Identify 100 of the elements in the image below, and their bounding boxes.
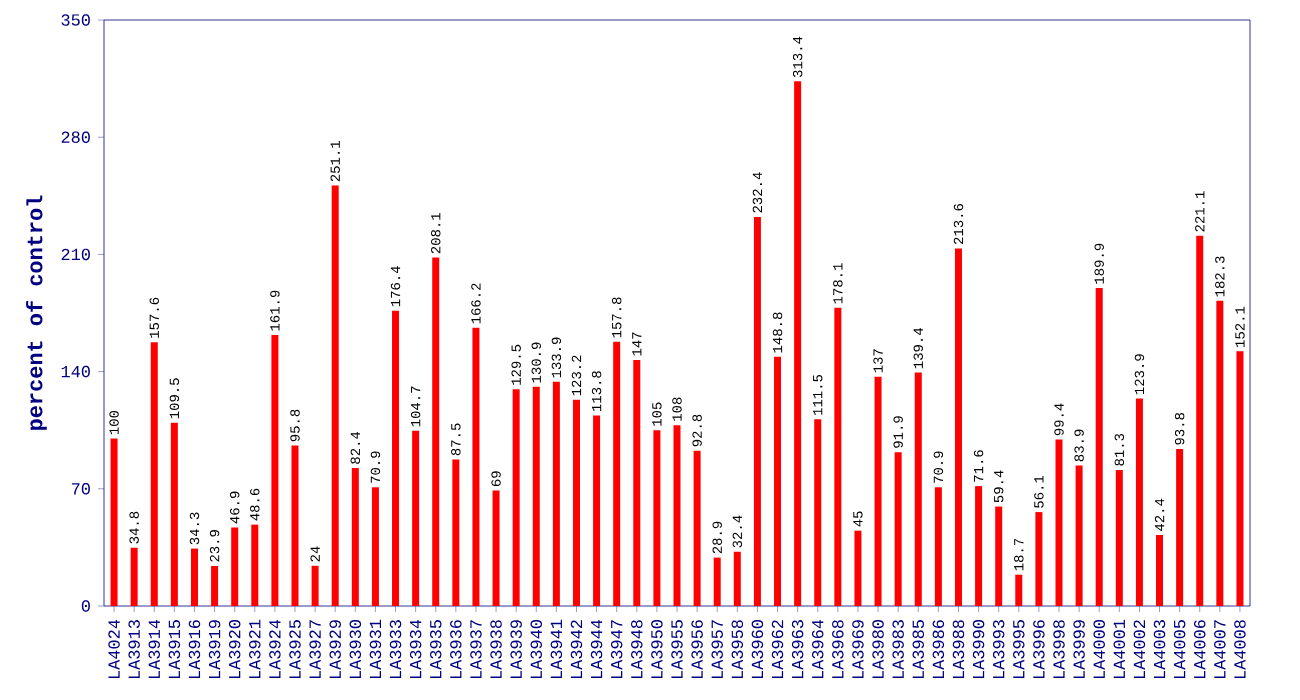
y-tick-label: 210 [61,248,90,261]
x-tick-label: LA3927 [309,620,321,679]
x-tick-label: LA3969 [852,620,864,679]
bar [975,486,983,606]
bar [753,216,761,606]
x-tick-label: LA3941 [550,619,563,679]
bar [472,327,480,606]
x-tick-label: LA3929 [329,620,341,679]
bar [211,565,219,606]
y-tick-label: 280 [61,131,90,143]
x-tick-label: LA3963 [791,620,804,679]
bar [392,310,400,606]
x-tick-label: LA3956 [691,620,703,679]
bar [532,386,540,606]
x-tick-label: LA3950 [651,620,663,679]
bar [351,468,359,606]
x-tick-label: LA4007 [1214,620,1226,679]
bar [492,490,500,606]
bar [794,81,802,606]
bar [693,450,701,606]
bar [291,445,299,606]
x-tick-label: LA3999 [1073,620,1085,679]
bar [150,342,158,606]
bar [110,438,118,606]
bar [774,356,782,606]
bar [914,372,922,606]
x-tick-label: LA3947 [610,620,623,679]
bar [653,430,661,606]
bar [613,341,621,606]
bar [1216,300,1224,606]
x-tick-label: LA3940 [530,620,542,679]
x-tick-label: LA4006 [1193,620,1206,679]
x-tick-label: LA3980 [872,620,884,679]
bar [673,425,681,606]
x-tick-label: LA4024 [108,619,120,679]
bar [1035,512,1043,606]
x-tick-label: LA4008 [1234,620,1246,679]
x-tick-label: LA3921 [249,619,261,679]
bar [733,551,741,606]
x-tick-label: LA3939 [510,620,522,679]
bar [1095,288,1103,606]
x-tick-label: LA3938 [490,620,502,679]
x-tick-label: LA4000 [1093,620,1105,679]
bar [1176,448,1184,606]
bar [452,459,460,606]
bar [834,307,842,606]
x-tick-label: LA3996 [1033,620,1045,679]
x-tick-label: LA3915 [168,620,181,679]
x-tick-label: LA3925 [289,620,301,679]
y-tick-label: 140 [61,365,90,378]
bar [1196,235,1204,606]
bar [432,257,440,606]
bar [954,248,962,606]
x-tick-label: LA3968 [832,620,844,679]
bar [874,376,882,606]
bar [1115,469,1123,606]
x-tick-label: LA3993 [992,620,1005,679]
bar [251,524,259,606]
x-tick-label: LA3914 [148,619,160,679]
bar [1075,465,1083,606]
x-tick-label: LA3930 [349,620,362,679]
bar [1156,535,1164,606]
x-tick-label: LA3919 [208,620,221,679]
bar [1236,351,1244,606]
x-tick-label: LA3985 [912,620,924,679]
bar [572,399,580,606]
x-tick-label: LA3986 [932,620,945,679]
x-tick-label: LA3964 [811,619,824,679]
x-tick-label: LA3942 [570,620,583,679]
x-tick-label: LA3998 [1053,620,1065,679]
x-tick-label: LA3995 [1013,620,1025,679]
bar [130,547,138,606]
x-tick-label: LA3931 [369,619,382,679]
x-tick-label: LA3933 [389,620,402,679]
bar [854,530,862,606]
x-tick-label: LA4002 [1133,620,1146,679]
bar [231,527,239,606]
x-tick-label: LA3937 [470,620,482,679]
x-tick-label: LA3936 [450,620,462,679]
bar [1135,398,1143,606]
bar [1055,439,1063,606]
bar [814,419,822,606]
x-tick-label: LA3916 [188,620,201,679]
bar [190,548,198,606]
x-tick-label: LA3958 [731,620,744,679]
x-tick-label: LA3948 [631,620,643,679]
bar [512,389,520,606]
y-tick-label: 0 [81,600,90,612]
bar [552,381,560,606]
y-axis-title: percent of control [26,195,47,430]
x-tick-label: LA3960 [751,620,764,679]
bar [271,334,279,606]
x-tick-label: LA3988 [952,620,965,679]
y-tick-label: 350 [61,14,90,26]
bar [170,422,178,606]
x-tick-label: LA4005 [1173,620,1186,679]
x-tick-label: LA3920 [228,620,241,679]
x-tick-label: LA3944 [590,619,603,679]
y-tick-label: 70 [71,483,90,495]
bar [371,487,379,606]
